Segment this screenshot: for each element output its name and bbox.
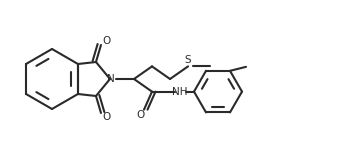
Text: N: N — [107, 74, 115, 84]
Text: O: O — [103, 36, 111, 46]
Text: O: O — [103, 112, 111, 122]
Text: S: S — [185, 55, 191, 65]
Text: NH: NH — [172, 87, 188, 97]
Text: O: O — [136, 110, 144, 120]
